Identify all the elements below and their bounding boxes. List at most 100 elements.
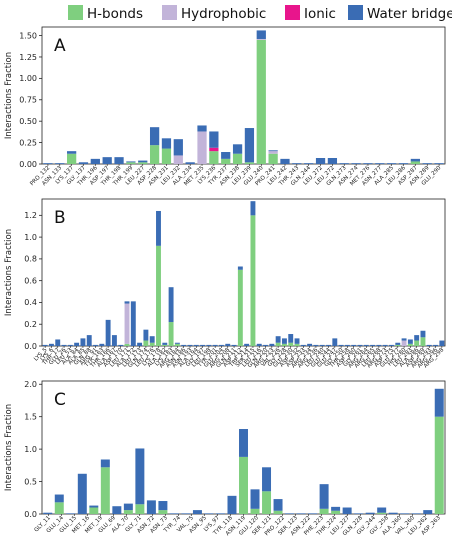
bar-segment-water-bridges [420,330,426,338]
bar-segment-h-bonds [89,507,99,514]
y-tick-label: 0.50 [19,117,37,126]
bar-segment-water-bridges [112,506,122,514]
bar-segment-water-bridges [137,342,143,346]
bar-segment-water-bridges [185,162,195,164]
bar-segment-water-bridges [375,163,385,164]
y-tick-label: 0.0 [24,510,37,519]
y-tick-label: 1.0 [24,233,37,242]
bar-segment-water-bridges [43,163,53,164]
bar-segment-water-bridges [111,335,117,346]
bar-segment-water-bridges [174,342,180,344]
bar-segment-hydrophobic [124,303,130,344]
bar-segment-water-bridges [225,343,231,346]
bar-segment-h-bonds [331,510,341,514]
bar-segment-water-bridges [268,150,278,152]
bar-segment-water-bridges [263,344,268,346]
bar-segment-water-bridges [410,158,420,162]
y-tick-label: 0.6 [24,276,37,285]
bar-segment-water-bridges [239,429,248,457]
legend-label: Hydrophobic [181,6,266,22]
legend-entry: Ionic [285,5,336,22]
bar-segment-h-bonds [149,342,155,346]
bar-segment-h-bonds [239,456,248,514]
y-tick-label: 0.5 [24,477,37,486]
bar-segment-water-bridges [351,344,357,346]
bar-segment-h-bonds [377,512,387,514]
bar-segment-h-bonds [149,145,160,164]
bar-segment-h-bonds [138,162,148,164]
bar-segment-water-bridges [411,513,421,514]
bar-segment-h-bonds [281,343,287,346]
bar-segment-water-bridges [90,158,100,164]
bar-segment-water-bridges [308,513,318,514]
bar-segment-water-bridges [269,343,275,346]
bar-segment-water-bridges [204,513,214,514]
bar-segment-water-bridges [400,513,410,514]
bar-segment-water-bridges [55,339,61,346]
bar-segment-water-bridges [105,319,111,346]
bar-segment-water-bridges [376,344,382,346]
bar-segment-water-bridges [426,344,432,346]
bar-segment-h-bonds [262,491,272,514]
bar-segment-water-bridges [48,343,54,346]
bar-segment-water-bridges [300,344,306,346]
bar-segment-h-bonds [232,153,243,164]
bar-segment-water-bridges [114,157,124,164]
bar-segment-h-bonds [275,342,281,346]
legend-swatch [68,5,83,20]
bar-segment-water-bridges [342,507,352,514]
panel-label: C [54,390,66,410]
bar-segment-water-bridges [313,344,319,346]
bar-segment-water-bridges [332,338,338,346]
bar-segment-h-bonds [414,340,420,346]
bar-segment-water-bridges [422,163,432,164]
bar-segment-water-bridges [67,151,77,154]
bar-segment-water-bridges [67,344,73,346]
chart-panel-a: 0.00 0.25 0.50 0.75 1.00 1.25 1.50 Interactions… [4,26,446,188]
bar-segment-h-bonds [256,39,266,164]
bar-segment-water-bridges [227,495,237,514]
bar-segment-water-bridges [118,344,124,346]
bar-segment-water-bridges [388,512,398,514]
y-tick-label: 2.0 [24,380,37,389]
bar-segment-water-bridges [273,499,283,511]
bar-segment-water-bridges [326,344,331,346]
bar-segment-water-bridges [231,344,237,346]
bar-segment-water-bridges [331,506,341,511]
panel-label: B [54,208,66,228]
bar-segment-water-bridges [407,339,413,344]
bar-segment-water-bridges [423,510,433,514]
bar-segment-water-bridges [197,125,207,132]
bar-segment-h-bonds [407,343,413,346]
y-tick-label: 1.00 [19,74,37,83]
bar-segment-water-bridges [363,344,369,346]
bar-segment-water-bridges [187,344,193,346]
bar-segment-water-bridges [262,467,272,492]
bar-segment-water-bridges [102,157,112,164]
bar-segment-water-bridges [80,338,86,346]
legend-swatch [162,5,177,20]
bar-segment-water-bridges [221,152,231,159]
bar-segment-water-bridges [294,338,300,344]
bar-segment-hydrophobic [256,38,266,40]
bar-segment-water-bridges [439,340,445,346]
bar-segment-h-bonds [268,153,278,164]
bar-segment-water-bridges [143,329,149,341]
bar-segment-water-bridges [280,158,290,164]
bar-segment-ionic [209,147,219,152]
bar-segment-h-bonds [319,508,329,514]
bar-segment-hydrophobic [401,340,407,346]
bar-segment-water-bridges [99,343,105,346]
bar-segment-water-bridges [192,510,202,514]
bar-segment-h-bonds [288,342,294,346]
bar-segment-water-bridges [365,512,375,514]
bar-segment-water-bridges [319,344,325,346]
bar-segment-water-bridges [161,138,172,149]
bars [43,30,444,164]
bar-segment-water-bridges [54,494,64,503]
bar-segment-water-bridges [86,335,92,346]
bar-segment-water-bridges [149,336,155,343]
bar-segment-h-bonds [395,344,401,346]
